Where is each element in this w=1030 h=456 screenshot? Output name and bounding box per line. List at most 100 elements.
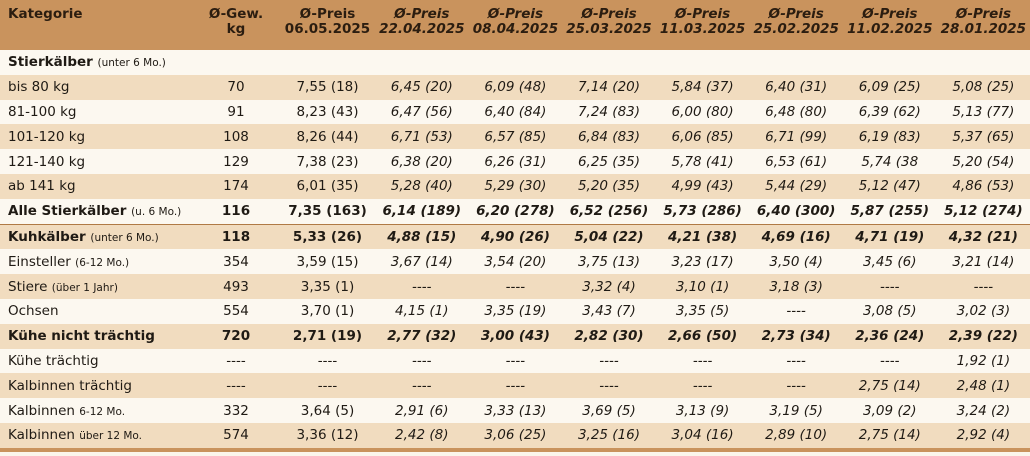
row-price-history: 3,45 (6) — [842, 249, 937, 275]
table-row: Kuhkälber (unter 6 Mo.) 118 5,33 (26) 4,88 … — [0, 223, 1030, 250]
row-weight: 70 — [192, 74, 280, 100]
row-price-history: 6,00 (80) — [655, 99, 750, 125]
table-row: bis 80 kg 70 7,55 (18) 6,45 (20) 6,09 (48) 7,… — [0, 74, 1030, 100]
row-price-history: 2,91 (6) — [375, 398, 469, 423]
row-price-current: ---- — [280, 348, 375, 374]
row-weight: 554 — [192, 298, 280, 324]
row-weight: 720 — [192, 323, 280, 349]
table-header: Kategorie Ø-Gew. kg Ø-Preis 06.05.2025 Ø… — [0, 0, 1030, 50]
header-price-date: 22.04.2025 — [379, 21, 465, 37]
header-price-date: 11.02.2025 — [847, 21, 933, 37]
row-price-history: 3,09 (2) — [842, 398, 937, 423]
row-weight: 332 — [192, 398, 280, 423]
row-price-history: 3,10 (1) — [655, 274, 750, 299]
header-gewicht: Ø-Gew. kg — [192, 0, 280, 50]
row-price-history: 6,40 (31) — [749, 74, 843, 100]
row-price-history: 3,13 (9) — [655, 398, 750, 423]
header-kategorie: Kategorie — [0, 0, 192, 50]
header-price-col: Ø-Preis 11.03.2025 — [655, 0, 750, 50]
row-weight: 174 — [192, 173, 280, 199]
row-label: Kalbinnen — [8, 402, 75, 419]
row-weight: 574 — [192, 422, 280, 448]
table-row: Stiere (über 1 Jahr) 493 3,35 (1) ---- ---- 3… — [0, 274, 1030, 299]
row-price-history: 2,77 (32) — [375, 323, 469, 349]
row-category: Kuhkälber (unter 6 Mo.) — [0, 223, 192, 250]
row-weight: 116 — [192, 198, 280, 225]
header-gewicht-line1: Ø-Gew. — [208, 6, 264, 22]
header-price-date: 06.05.2025 — [284, 21, 371, 37]
row-category: Kalbinnen 6-12 Mo. — [0, 398, 192, 423]
row-price-history: 6,48 (80) — [749, 99, 843, 125]
header-price-label: Ø-Preis — [768, 6, 824, 22]
table-row: ab 141 kg 174 6,01 (35) 5,28 (40) 5,29 (30) 5… — [0, 173, 1030, 199]
row-price-history: 3,67 (14) — [375, 249, 469, 275]
row-sublabel: (über 1 Jahr) — [51, 281, 118, 294]
header-price-label: Ø-Preis — [487, 6, 544, 22]
row-label: Kühe nicht trächtig — [8, 328, 155, 345]
header-price-label: Ø-Preis — [862, 6, 918, 22]
row-price-history: 3,24 (2) — [936, 398, 1030, 423]
row-price-history: 3,06 (25) — [468, 422, 563, 448]
row-price-history: 3,08 (5) — [842, 298, 937, 324]
row-label: 121-140 kg — [8, 153, 86, 170]
row-price-history: 2,75 (14) — [842, 422, 937, 448]
row-price-history: 5,37 (65) — [936, 124, 1030, 150]
row-category: ab 141 kg — [0, 173, 192, 199]
section-sub: (unter 6 Mo.) — [97, 57, 166, 70]
row-price-history: ---- — [375, 373, 469, 399]
header-price-col: Ø-Preis 06.05.2025 — [280, 0, 375, 50]
table-row: Kalbinnen über 12 Mo. 574 3,36 (12) 2,42 (8… — [0, 422, 1030, 448]
row-price-history: 2,48 (1) — [936, 373, 1030, 399]
row-price-history: 3,43 (7) — [562, 298, 656, 324]
row-price-history: 4,86 (53) — [936, 173, 1030, 199]
header-gewicht-line2: kg — [226, 21, 246, 37]
row-category: 81-100 kg — [0, 99, 192, 125]
header-price-col: Ø-Preis 25.02.2025 — [749, 0, 843, 50]
row-category: 101-120 kg — [0, 124, 192, 150]
row-price-history: 6,25 (35) — [562, 149, 656, 174]
header-price-label: Ø-Preis — [581, 6, 637, 22]
row-price-history: 6,06 (85) — [655, 124, 750, 150]
row-price-current: 3,36 (12) — [280, 422, 375, 448]
table-row: Kalbinnen trächtig ---- ---- ---- ---- ---- --… — [0, 373, 1030, 399]
row-price-history: 5,28 (40) — [375, 173, 469, 199]
row-price-history: ---- — [562, 348, 656, 374]
row-price-history: 6,71 (99) — [749, 124, 843, 150]
row-category: Kühe nicht trächtig — [0, 323, 192, 349]
row-price-history: 3,32 (4) — [562, 274, 656, 299]
row-weight: 91 — [192, 99, 280, 125]
row-price-history: 5,08 (25) — [936, 74, 1030, 100]
row-price-history: 4,90 (26) — [468, 223, 563, 250]
row-price-history: 5,44 (29) — [749, 173, 843, 199]
row-price-history: 5,12 (274) — [936, 198, 1030, 225]
row-price-history: ---- — [749, 298, 843, 324]
table-row: Alle Stierkälber (u. 6 Mo.) 116 7,35 (163)… — [0, 198, 1030, 225]
row-category: Stiere (über 1 Jahr) — [0, 274, 192, 299]
row-price-history: 5,74 (38 — [842, 149, 937, 174]
row-price-history: ---- — [468, 373, 563, 399]
row-price-history: 3,69 (5) — [562, 398, 656, 423]
row-category: Kalbinnen über 12 Mo. — [0, 422, 192, 448]
row-price-current: 7,35 (163) — [280, 198, 375, 225]
row-category: Einsteller (6-12 Mo.) — [0, 249, 192, 275]
table-row: Einsteller (6-12 Mo.) 354 3,59 (15) 3,67 (1… — [0, 249, 1030, 275]
row-price-history: 2,66 (50) — [655, 323, 750, 349]
row-price-history: 3,54 (20) — [468, 249, 563, 275]
row-price-current: 2,71 (19) — [280, 323, 375, 349]
row-price-history: 5,12 (47) — [842, 173, 937, 199]
row-price-history: ---- — [562, 373, 656, 399]
row-label: 81-100 kg — [8, 103, 77, 120]
row-price-history: 6,71 (53) — [375, 124, 469, 150]
row-label: Kuhkälber — [8, 228, 86, 245]
row-price-current: 3,70 (1) — [280, 298, 375, 324]
row-price-history: 6,09 (25) — [842, 74, 937, 100]
row-price-history: ---- — [468, 274, 563, 299]
row-price-history: 3,04 (16) — [655, 422, 750, 448]
section-row: Stierkälber (unter 6 Mo.) — [0, 50, 1030, 75]
row-price-current: 7,38 (23) — [280, 149, 375, 174]
bottom-bar — [0, 447, 1030, 452]
row-price-history: ---- — [936, 274, 1030, 299]
row-price-history: 2,39 (22) — [936, 323, 1030, 349]
row-label: Kalbinnen trächtig — [8, 377, 132, 394]
row-label: Einsteller — [8, 253, 71, 270]
